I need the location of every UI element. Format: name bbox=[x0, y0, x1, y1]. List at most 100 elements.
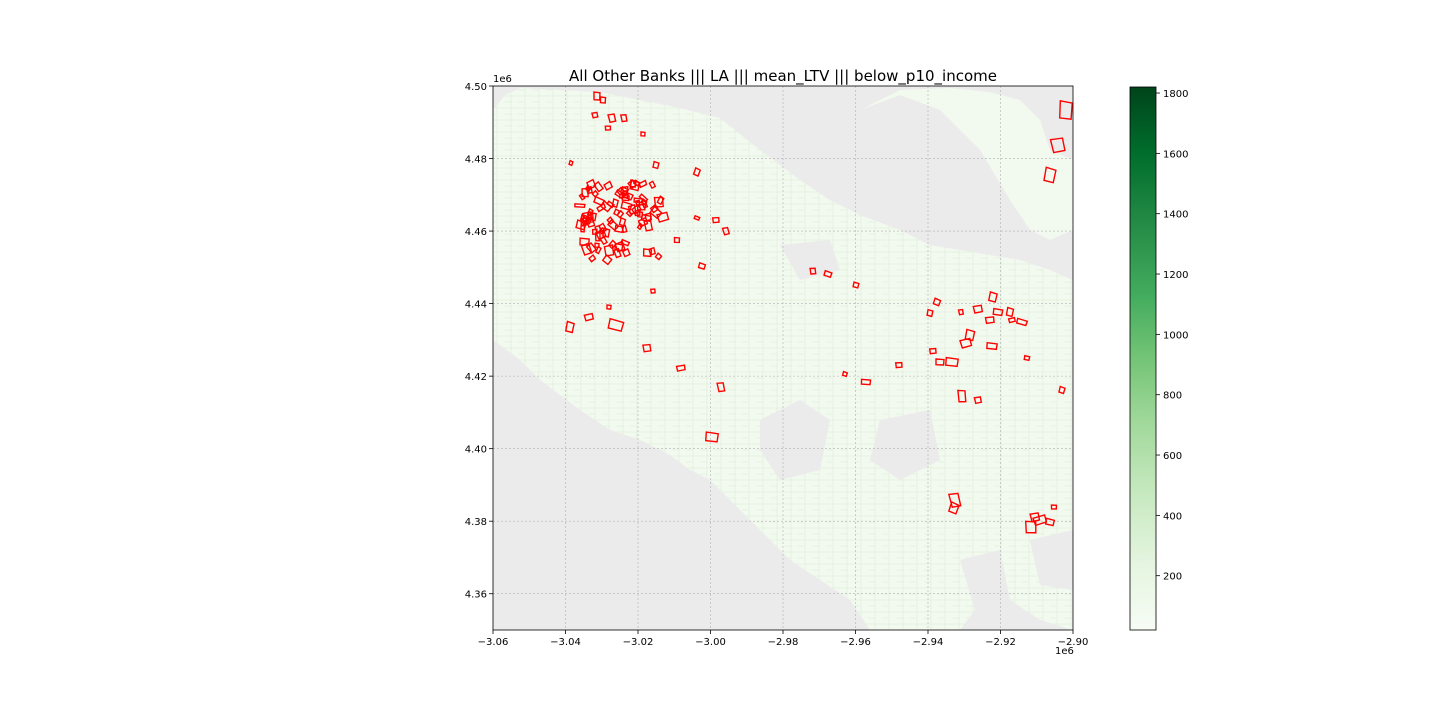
colorbar-tick-label: 1400 bbox=[1163, 210, 1188, 221]
highlighted-tract bbox=[591, 228, 598, 235]
highlighted-tract bbox=[894, 361, 903, 369]
highlighted-tract bbox=[636, 203, 647, 211]
highlighted-tracts bbox=[564, 91, 1073, 534]
highlighted-tract bbox=[1029, 512, 1041, 523]
highlighted-tract bbox=[1058, 99, 1073, 120]
chart-title: All Other Banks ||| LA ||| mean_LTV ||| … bbox=[569, 67, 997, 86]
highlighted-tract bbox=[992, 307, 1004, 317]
colorbar-tick-label: 600 bbox=[1163, 451, 1182, 462]
y-tick-label: 4.48 bbox=[465, 155, 487, 166]
highlighted-tract bbox=[986, 341, 998, 351]
highlighted-tract bbox=[642, 343, 652, 353]
highlighted-tract bbox=[591, 111, 599, 119]
highlighted-tract bbox=[649, 288, 656, 294]
highlighted-tract bbox=[607, 113, 617, 124]
highlighted-tract bbox=[585, 216, 596, 228]
highlighted-tract bbox=[957, 389, 967, 403]
gray-area-1 bbox=[760, 400, 830, 480]
highlighted-tract bbox=[957, 308, 965, 316]
highlighted-tract bbox=[649, 203, 660, 214]
highlighted-tract bbox=[598, 226, 606, 235]
y-tick-label: 4.38 bbox=[465, 517, 487, 528]
highlighted-tract bbox=[640, 131, 646, 137]
y-tick-label: 4.44 bbox=[465, 300, 487, 311]
highlighted-tract bbox=[640, 213, 652, 223]
highlighted-tract bbox=[598, 222, 608, 233]
northeast-region bbox=[860, 88, 1073, 240]
highlighted-tract bbox=[585, 185, 593, 195]
x-tick-label: −3.02 bbox=[623, 637, 654, 648]
highlighted-tract bbox=[604, 125, 612, 131]
x-offset-label: 1e6 bbox=[1055, 646, 1074, 657]
highlighted-tract bbox=[711, 216, 720, 224]
y-tick-label: 4.46 bbox=[465, 227, 487, 238]
highlighted-tract bbox=[984, 316, 995, 325]
highlighted-tract bbox=[627, 204, 637, 215]
highlighted-tract bbox=[945, 356, 960, 368]
highlighted-tract bbox=[599, 235, 608, 246]
highlighted-tract bbox=[1043, 166, 1057, 184]
y-tick-label: 4.36 bbox=[465, 590, 487, 601]
highlighted-tract bbox=[697, 261, 707, 270]
highlighted-tract bbox=[596, 202, 607, 213]
highlighted-tract bbox=[586, 211, 598, 222]
highlighted-tract bbox=[564, 320, 575, 334]
colorbar: 200 400 600 800 1000 1200 1400 1600 1800 bbox=[1129, 86, 1188, 631]
highlighted-tract bbox=[852, 281, 860, 289]
highlighted-tract bbox=[652, 160, 660, 170]
highlighted-tract bbox=[634, 209, 641, 217]
highlighted-tract bbox=[614, 224, 625, 234]
highlighted-tract bbox=[987, 291, 998, 303]
highlighted-tract bbox=[638, 179, 648, 189]
y-axis: 4.50 4.48 4.46 4.44 4.42 4.40 4.38 4.36 bbox=[465, 82, 493, 601]
highlighted-tract bbox=[926, 308, 934, 318]
highlighted-tract bbox=[692, 166, 702, 177]
y-offset-label: 1e6 bbox=[493, 74, 512, 85]
highlighted-tract bbox=[716, 382, 726, 393]
colorbar-tick-label: 1600 bbox=[1163, 149, 1188, 160]
highlighted-tract bbox=[1015, 317, 1029, 327]
highlighted-tract bbox=[614, 240, 626, 253]
colorbar-tick-label: 800 bbox=[1163, 391, 1182, 402]
colorbar-tick-label: 1000 bbox=[1163, 330, 1188, 341]
highlighted-tract bbox=[1044, 517, 1056, 527]
highlighted-tract bbox=[673, 236, 681, 244]
y-tick-label: 4.40 bbox=[465, 445, 487, 456]
colorbar-tick-label: 200 bbox=[1163, 572, 1182, 583]
x-tick-label: −2.98 bbox=[768, 637, 799, 648]
highlighted-tract bbox=[1005, 306, 1015, 318]
highlighted-tract bbox=[721, 226, 731, 236]
highlighted-tract bbox=[642, 248, 653, 258]
highlighted-tract bbox=[653, 196, 664, 208]
highlighted-tract bbox=[621, 190, 635, 201]
highlighted-tract bbox=[621, 194, 630, 202]
highlighted-tract bbox=[579, 237, 590, 246]
highlighted-tract bbox=[638, 193, 649, 203]
highlighted-tract bbox=[973, 396, 983, 405]
grid-lines bbox=[493, 86, 1073, 630]
highlighted-tract bbox=[619, 185, 630, 196]
highlighted-tract bbox=[603, 180, 614, 191]
gray-area-4 bbox=[960, 550, 1010, 610]
highlighted-tract bbox=[613, 208, 621, 217]
colorbar-tick-label: 400 bbox=[1163, 511, 1182, 522]
highlighted-tract bbox=[599, 96, 607, 104]
highlighted-tract bbox=[1023, 354, 1031, 362]
highlighted-tract bbox=[585, 178, 597, 190]
highlighted-tract bbox=[935, 358, 945, 366]
highlighted-tract bbox=[607, 317, 625, 333]
highlighted-tract bbox=[591, 189, 600, 198]
highlighted-tract bbox=[583, 312, 595, 322]
highlighted-tract bbox=[932, 297, 942, 307]
colorbar-ticks: 200 400 600 800 1000 1200 1400 1600 1800 bbox=[1156, 89, 1188, 583]
highlighted-tract bbox=[619, 113, 628, 123]
colorbar-tick-label: 1200 bbox=[1163, 270, 1188, 281]
x-axis: −3.06 −3.04 −3.02 −3.00 −2.98 −2.96 −2.94 −2.92… bbox=[478, 630, 1088, 648]
highlighted-tract bbox=[693, 214, 701, 222]
highlighted-tract bbox=[841, 370, 849, 378]
highlighted-tract bbox=[1007, 316, 1016, 324]
gray-area-3 bbox=[1030, 530, 1073, 590]
highlighted-tract bbox=[606, 216, 615, 225]
highlighted-tract bbox=[636, 222, 644, 231]
